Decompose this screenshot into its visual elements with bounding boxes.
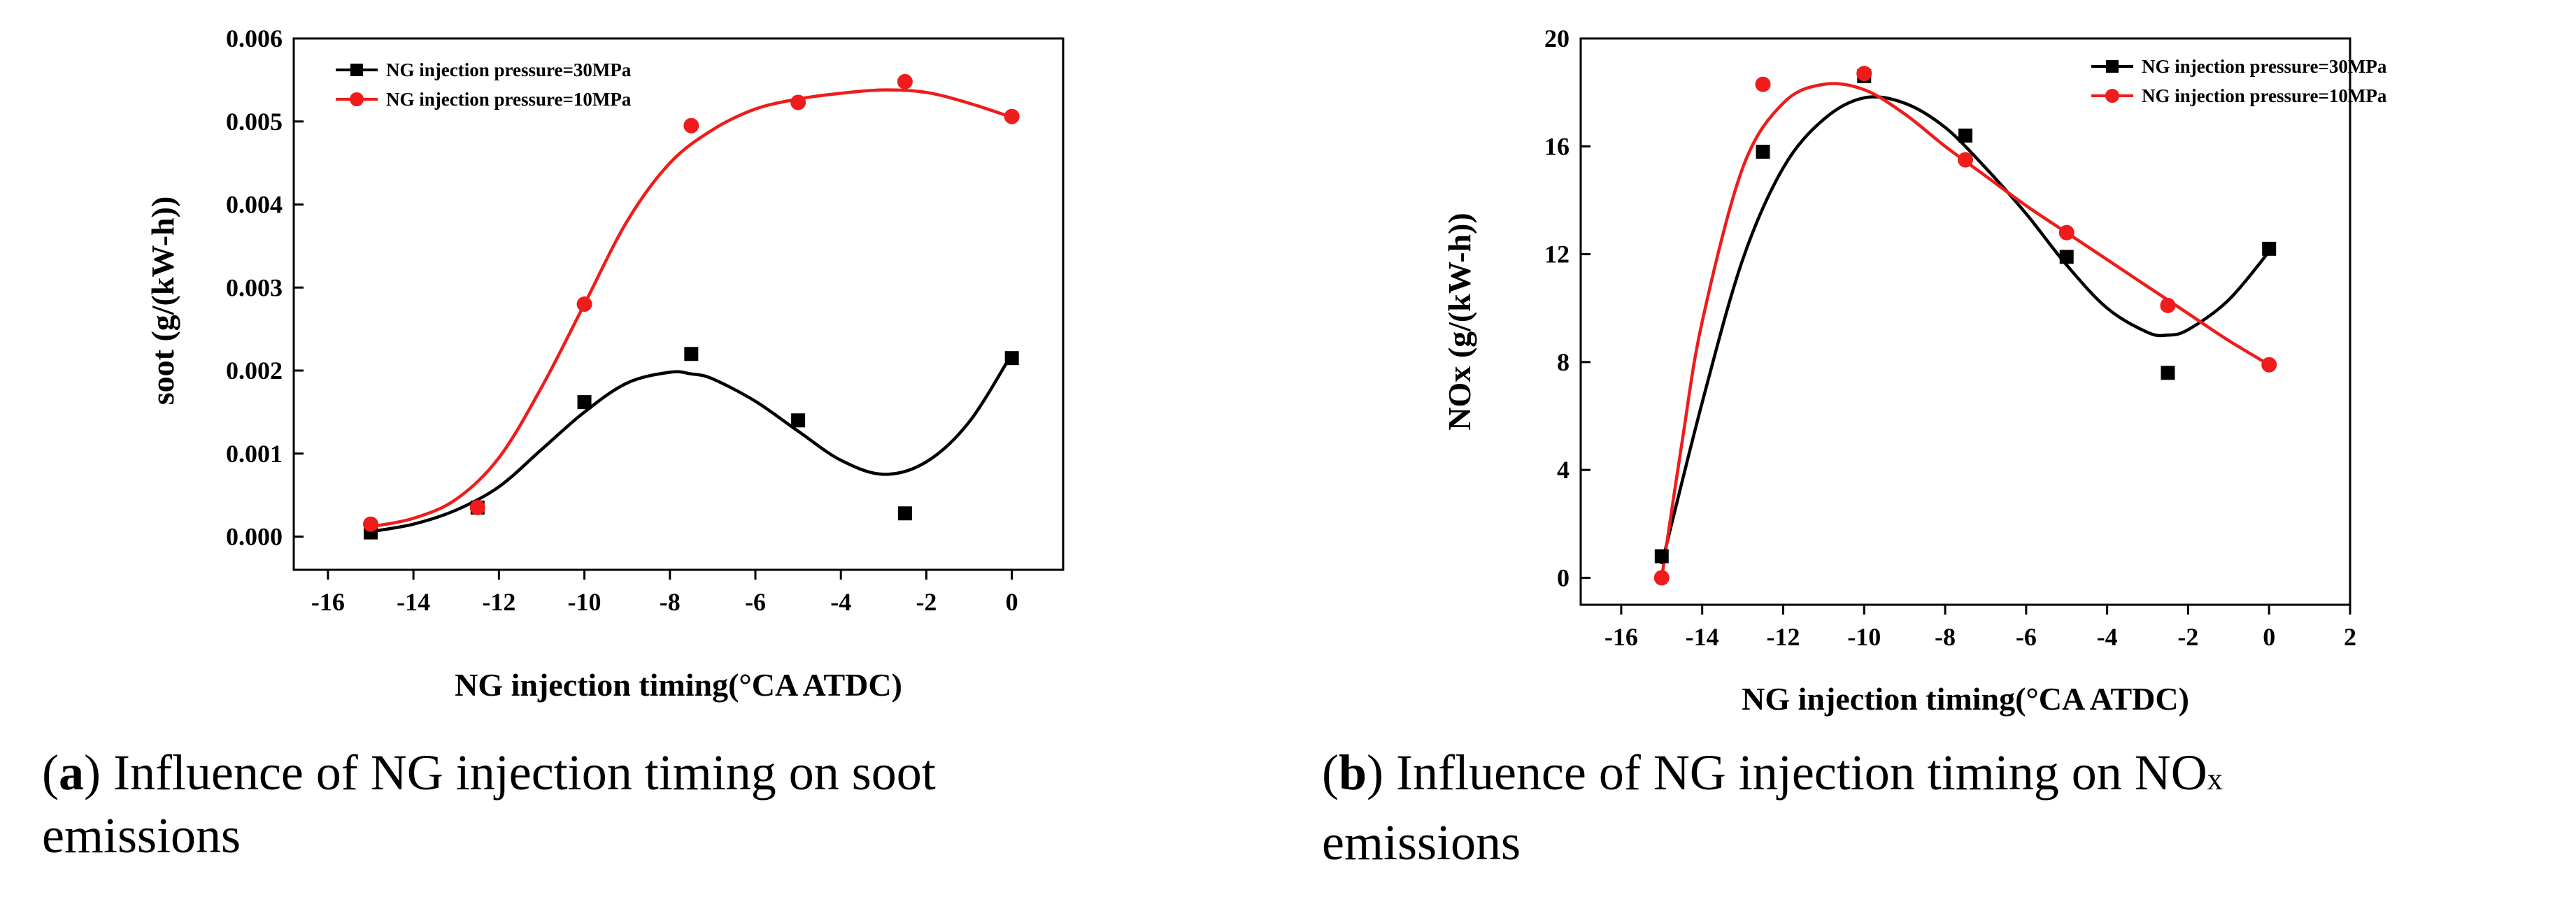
y-tick-label: 0.003 <box>226 273 283 301</box>
y-axis-label: soot (g/(kW-h)) <box>145 196 180 406</box>
legend-marker <box>2106 60 2119 73</box>
data-point-series-2 <box>2058 224 2075 241</box>
legend-marker <box>350 92 364 106</box>
caption-a: (a) Influence of NG injection timing on … <box>42 745 936 863</box>
caption-a-letter: a <box>58 745 84 801</box>
y-tick-label: 0.002 <box>226 357 283 385</box>
x-tick-label: -8 <box>1935 623 1956 651</box>
legend-label: NG injection pressure=10MPa <box>386 89 632 110</box>
data-point-series-2 <box>1004 108 1020 124</box>
caption-b-letter: b <box>1338 745 1367 801</box>
x-tick-label: -4 <box>830 588 851 616</box>
data-point-series-2 <box>363 516 378 532</box>
plot-frame <box>292 37 1065 571</box>
data-point-series-1 <box>577 395 592 410</box>
caption-b-text: ) Influence of NG injection timing on NO <box>1367 745 2207 801</box>
data-point-series-2 <box>2261 357 2277 373</box>
x-tick-label: 0 <box>2263 623 2275 651</box>
data-point-series-1 <box>1654 549 1669 564</box>
legend-label: NG injection pressure=30MPa <box>386 59 632 80</box>
data-point-series-2 <box>576 296 592 312</box>
x-tick-label: -14 <box>397 588 430 616</box>
data-point-series-2 <box>1856 66 1872 82</box>
y-tick-label: 0 <box>1557 564 1570 591</box>
x-tick-label: -12 <box>482 588 515 616</box>
y-axis-label: NOx (g/(kW-h)) <box>1442 213 1477 430</box>
y-tick-label: 20 <box>1544 24 1570 52</box>
data-point-series-1 <box>2161 366 2175 380</box>
y-tick-label: 0.006 <box>226 24 283 52</box>
x-tick-label: -2 <box>2177 623 2198 651</box>
data-point-series-1 <box>1004 351 1019 366</box>
fit-curve-series-2 <box>1660 82 2270 578</box>
soot-chart: 0.000 0.001 0.002 0.003 0.004 0.005 0.006 -16 -… <box>145 24 1065 703</box>
x-tick-label: -10 <box>568 588 602 616</box>
y-tick-label: 0.005 <box>226 108 283 136</box>
data-point-series-2 <box>790 94 806 110</box>
x-tick-label: -16 <box>1604 623 1638 651</box>
data-point-series-2 <box>2160 297 2176 313</box>
caption-a-text: ) Influence of NG injection timing on so… <box>83 745 936 801</box>
y-tick-label: 0.001 <box>226 440 283 468</box>
plot-frame <box>1579 37 2351 606</box>
caption-b-subscript: x <box>2207 762 2223 796</box>
y-tick-label: 8 <box>1557 348 1570 376</box>
legend-marker <box>2105 89 2119 103</box>
data-point-series-1 <box>1958 128 1972 143</box>
data-point-series-1 <box>2262 241 2277 256</box>
legend-label: NG injection pressure=10MPa <box>2142 85 2387 106</box>
caption-b-line2: emissions <box>1322 815 1521 870</box>
y-tick-label: 12 <box>1544 241 1570 268</box>
y-tick-label: 16 <box>1544 132 1570 160</box>
x-tick-label: -14 <box>1686 623 1719 651</box>
data-point-series-1 <box>2059 250 2074 264</box>
data-point-series-2 <box>1755 76 1771 92</box>
data-point-series-2 <box>683 117 699 134</box>
data-point-series-2 <box>1653 570 1670 586</box>
data-point-series-1 <box>791 413 806 428</box>
nox-chart: 0 4 8 12 16 20 -16 -14 -12 -10 -8 -6 -4 -2 0 2 NG inje… <box>1442 24 2387 717</box>
x-tick-label: -16 <box>311 588 345 616</box>
data-point-series-1 <box>1756 145 1770 159</box>
x-tick-label: 2 <box>2344 623 2356 651</box>
data-point-series-1 <box>897 506 912 521</box>
data-point-series-2 <box>469 499 485 515</box>
fit-curve-series-1 <box>370 353 1013 533</box>
x-axis-label: NG injection timing(°CA ATDC) <box>455 667 902 703</box>
data-point-series-2 <box>1958 152 1973 168</box>
x-tick-label: 0 <box>1006 588 1018 616</box>
caption-a-line2: emissions <box>42 808 241 863</box>
legend-marker <box>350 64 363 76</box>
y-tick-label: 0.000 <box>226 523 283 551</box>
x-tick-label: -6 <box>745 588 766 616</box>
x-tick-label: -12 <box>1766 623 1800 651</box>
data-point-series-1 <box>684 347 699 361</box>
x-tick-label: -4 <box>2097 623 2118 651</box>
legend-label: NG injection pressure=30MPa <box>2142 56 2387 77</box>
x-tick-label: -10 <box>1847 623 1881 651</box>
caption-b: (b) Influence of NG injection timing on … <box>1322 745 2223 870</box>
x-tick-label: -6 <box>2016 623 2037 651</box>
x-axis-label: NG injection timing(°CA ATDC) <box>1742 681 2189 717</box>
x-tick-label: -2 <box>916 588 937 616</box>
y-tick-label: 4 <box>1557 456 1570 484</box>
x-tick-label: -8 <box>660 588 681 616</box>
data-point-series-2 <box>897 73 913 89</box>
fit-curve-series-2 <box>370 88 1013 529</box>
y-tick-label: 0.004 <box>226 191 283 219</box>
